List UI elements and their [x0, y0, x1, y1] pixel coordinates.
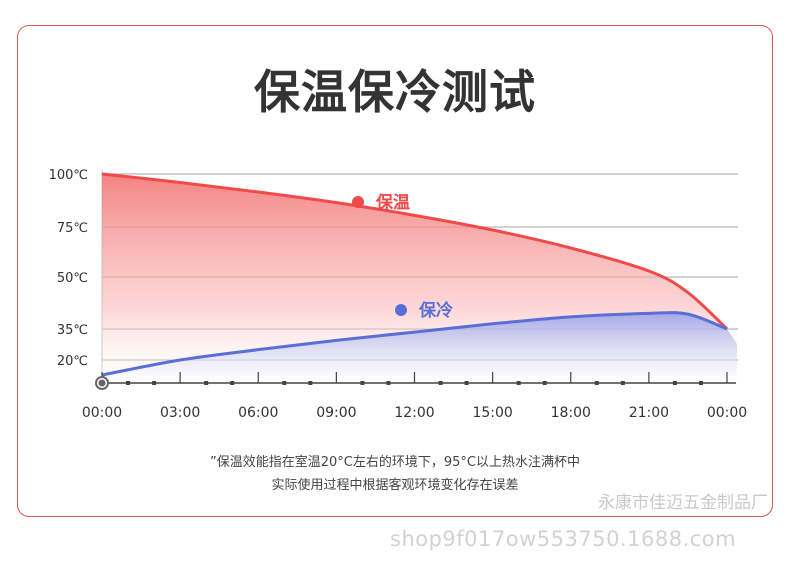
- shop-watermark: 永康市佳迈五金制品厂: [598, 493, 768, 513]
- x-tick-label-2: 06:00: [238, 405, 278, 421]
- minor-tick-22: [672, 381, 677, 385]
- minor-tick-7: [282, 381, 287, 385]
- x-axis: [95, 372, 736, 390]
- area-series-2: [102, 312, 737, 383]
- minor-tick-14: [464, 381, 469, 385]
- x-tick-label-3: 09:00: [316, 405, 356, 421]
- url-watermark: shop9f017ow553750.1688.com: [390, 527, 737, 551]
- series-areas: [102, 174, 737, 383]
- minor-tick-19: [594, 381, 599, 385]
- footnote-line-1: ”保温效能指在室温20°C左右的环境下，95°C以上热水注满杯中: [210, 455, 580, 470]
- y-tick-label-1: 75℃: [57, 221, 88, 236]
- x-tick-label-4: 12:00: [394, 405, 434, 421]
- legend: 保温保冷: [352, 192, 453, 321]
- minor-tick-10: [360, 381, 365, 385]
- minor-tick-17: [542, 381, 547, 385]
- legend-dot-1: [352, 196, 364, 208]
- minor-tick-2: [152, 381, 157, 385]
- y-tick-label-4: 20℃: [57, 354, 88, 369]
- minor-tick-4: [204, 381, 209, 385]
- legend-label-2: 保冷: [418, 300, 453, 321]
- footnote-line-2: 实际使用过程中根据客观环境变化存在误差: [271, 478, 519, 493]
- y-tick-label-2: 50℃: [57, 271, 88, 286]
- tick-labels: 100℃ 75℃ 50℃ 35℃ 20℃ 00:00 03:00 06:00 09:00 12:0…: [49, 168, 748, 421]
- card-frame: [17, 25, 773, 517]
- x-tick-label-1: 03:00: [160, 405, 200, 421]
- x-tick-label-8: 00:00: [707, 405, 747, 421]
- line-series-1: [101, 172, 729, 331]
- x-tick-label-0: 00:00: [82, 405, 122, 421]
- minor-tick-23: [698, 381, 703, 385]
- minor-tick-1: [126, 381, 131, 385]
- line-series-2: [101, 311, 728, 377]
- x-tick-label-6: 18:00: [551, 405, 591, 421]
- minor-tick-16: [516, 381, 521, 385]
- y-tick-label-3: 35℃: [57, 323, 88, 338]
- minor-tick-20: [620, 381, 625, 385]
- minor-tick-5: [230, 381, 235, 385]
- minor-tick-11: [386, 381, 391, 385]
- minor-tick-8: [308, 381, 313, 385]
- legend-dot-2: [395, 304, 407, 316]
- y-tick-label-0: 100℃: [49, 168, 88, 183]
- chart-title: 保温保冷测试: [254, 65, 536, 119]
- axis-origin-dot: [98, 379, 106, 387]
- x-tick-label-7: 21:00: [629, 405, 669, 421]
- legend-label-1: 保温: [375, 192, 410, 213]
- minor-tick-13: [438, 381, 443, 385]
- series-lines: [101, 172, 729, 377]
- x-tick-label-5: 15:00: [472, 405, 512, 421]
